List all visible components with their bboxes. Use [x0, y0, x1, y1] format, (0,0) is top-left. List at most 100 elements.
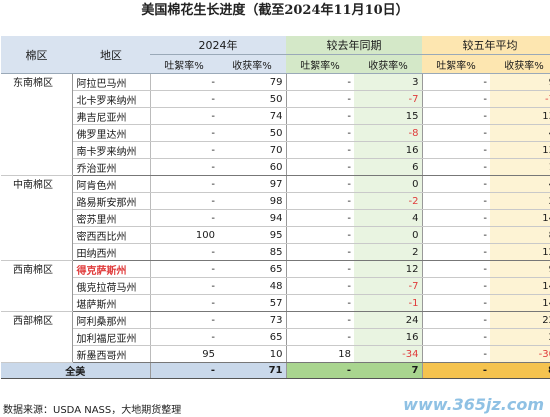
cell-h24: 50	[218, 124, 286, 142]
source-note: 数据来源：USDA NASS，大地期货整理	[3, 405, 182, 416]
cell-hly: -2	[354, 192, 422, 210]
cell-h5: 13	[490, 141, 550, 159]
total-row: 全美-71-7-8	[1, 362, 550, 379]
table-row: 密苏里州-94-4-14	[1, 209, 550, 227]
cell-b5: -	[421, 311, 490, 329]
cell-h5: 13	[490, 107, 550, 125]
table-row: 加利福尼亚州-65-16-2	[1, 328, 550, 346]
cell-h24: 50	[218, 90, 286, 108]
state-name: 密苏里州	[72, 209, 151, 227]
cell-b5: -	[421, 141, 490, 159]
table-row: 路易斯安那州-98--2-2	[1, 192, 550, 210]
cell-b24: -	[149, 192, 218, 210]
state-name: 路易斯安那州	[72, 192, 151, 210]
total-label: 全美	[1, 362, 150, 379]
state-name: 佛罗里达州	[72, 124, 151, 142]
cell-h5: 9	[490, 260, 550, 278]
cell-b24: 95	[149, 345, 218, 363]
cell-bly: -	[285, 90, 354, 108]
header-boll-open-ly: 吐絮率%	[286, 54, 354, 74]
cell-h24: 65	[218, 328, 286, 346]
cell-h5: 8	[490, 226, 550, 244]
header-group-last-year: 较去年同期	[286, 36, 422, 55]
state-name: 阿利桑那州	[72, 311, 151, 329]
table-row: 佛罗里达州-50--8-4	[1, 124, 550, 142]
cell-b24: -	[149, 294, 218, 312]
cell-hly: -8	[354, 124, 422, 142]
state-name: 加利福尼亚州	[72, 328, 151, 346]
table-row: 南卡罗来纳州-70-16-13	[1, 141, 550, 159]
cell-hly: 12	[354, 260, 422, 278]
cell-bly: -	[285, 175, 354, 193]
cell-b5: -	[421, 277, 490, 295]
state-name: 阿肯色州	[72, 175, 151, 193]
header-boll-open-5y: 吐絮率%	[422, 54, 490, 74]
cell-b24: -	[149, 277, 218, 295]
cell-hly: 0	[354, 226, 422, 244]
table-body: 东南棉区阿拉巴马州-79-3-9北卡罗来纳州-50--7--7弗吉尼亚州-74-…	[1, 73, 550, 379]
cell-h24: 65	[218, 260, 286, 278]
state-name: 田纳西州	[72, 243, 151, 261]
zone-label: 西部棉区	[1, 311, 73, 363]
cell-h24: 73	[218, 311, 286, 329]
cell-h24: 74	[218, 107, 286, 125]
cell-b5: -	[421, 226, 490, 244]
cell-h5: -30	[490, 345, 550, 363]
cell-bly: -	[285, 124, 354, 142]
zone-label: 东南棉区	[1, 73, 73, 176]
cell-bly: -	[285, 192, 354, 210]
cell-h5: -7	[490, 90, 550, 108]
cell-hly: 4	[354, 209, 422, 227]
cell-h5: 14	[490, 277, 550, 295]
cell-bly: -	[285, 141, 354, 159]
state-name: 阿拉巴马州	[72, 73, 151, 91]
state-name: 堪萨斯州	[72, 294, 151, 312]
state-name: 南卡罗来纳州	[72, 141, 151, 159]
cell-hly: 7	[354, 362, 422, 379]
cell-h24: 70	[218, 141, 286, 159]
header-boll-open-2024: 吐絮率%	[150, 54, 218, 74]
cell-bly: 18	[285, 345, 354, 363]
cell-bly: -	[285, 209, 354, 227]
cell-h24: 57	[218, 294, 286, 312]
cell-bly: -	[285, 362, 354, 379]
cell-b24: -	[149, 124, 218, 142]
cell-b5: -	[421, 107, 490, 125]
cell-h24: 48	[218, 277, 286, 295]
state-name: 乔治亚州	[72, 158, 151, 176]
cell-b24: -	[149, 107, 218, 125]
cell-bly: -	[285, 328, 354, 346]
cell-h5: 14	[490, 294, 550, 312]
cell-hly: 15	[354, 107, 422, 125]
cell-bly: -	[285, 226, 354, 244]
table-row: 北卡罗来纳州-50--7--7	[1, 90, 550, 108]
cell-h5: 12	[490, 243, 550, 261]
table-row: 弗吉尼亚州-74-15-13	[1, 107, 550, 125]
cell-hly: 16	[354, 141, 422, 159]
table-row: 俄克拉荷马州-48--7-14	[1, 277, 550, 295]
cell-b24: -	[149, 175, 218, 193]
table-row: 乔治亚州-60-6-1	[1, 158, 550, 176]
cell-hly: 16	[354, 328, 422, 346]
cell-bly: -	[285, 158, 354, 176]
cell-hly: 2	[354, 243, 422, 261]
cell-b5: -	[421, 328, 490, 346]
cell-h24: 95	[218, 226, 286, 244]
header-group-2024: 2024年	[150, 36, 286, 55]
cell-b24: -	[149, 90, 218, 108]
table-row: 堪萨斯州-57--1-14	[1, 294, 550, 312]
cell-bly: -	[285, 243, 354, 261]
cell-b5: -	[421, 158, 490, 176]
cell-b5: -	[421, 362, 490, 379]
zone-label: 西南棉区	[1, 260, 73, 312]
header-harvest-2024: 收获率%	[218, 54, 286, 74]
cell-h5: 4	[490, 124, 550, 142]
cell-b5: -	[421, 243, 490, 261]
header-region: 棉区	[1, 36, 72, 74]
cell-hly: -1	[354, 294, 422, 312]
cell-hly: 24	[354, 311, 422, 329]
cell-hly: -7	[354, 90, 422, 108]
